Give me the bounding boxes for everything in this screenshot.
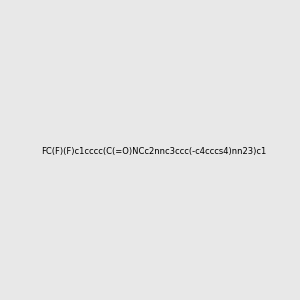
Text: FC(F)(F)c1cccc(C(=O)NCc2nnc3ccc(-c4cccs4)nn23)c1: FC(F)(F)c1cccc(C(=O)NCc2nnc3ccc(-c4cccs4… <box>41 147 266 156</box>
